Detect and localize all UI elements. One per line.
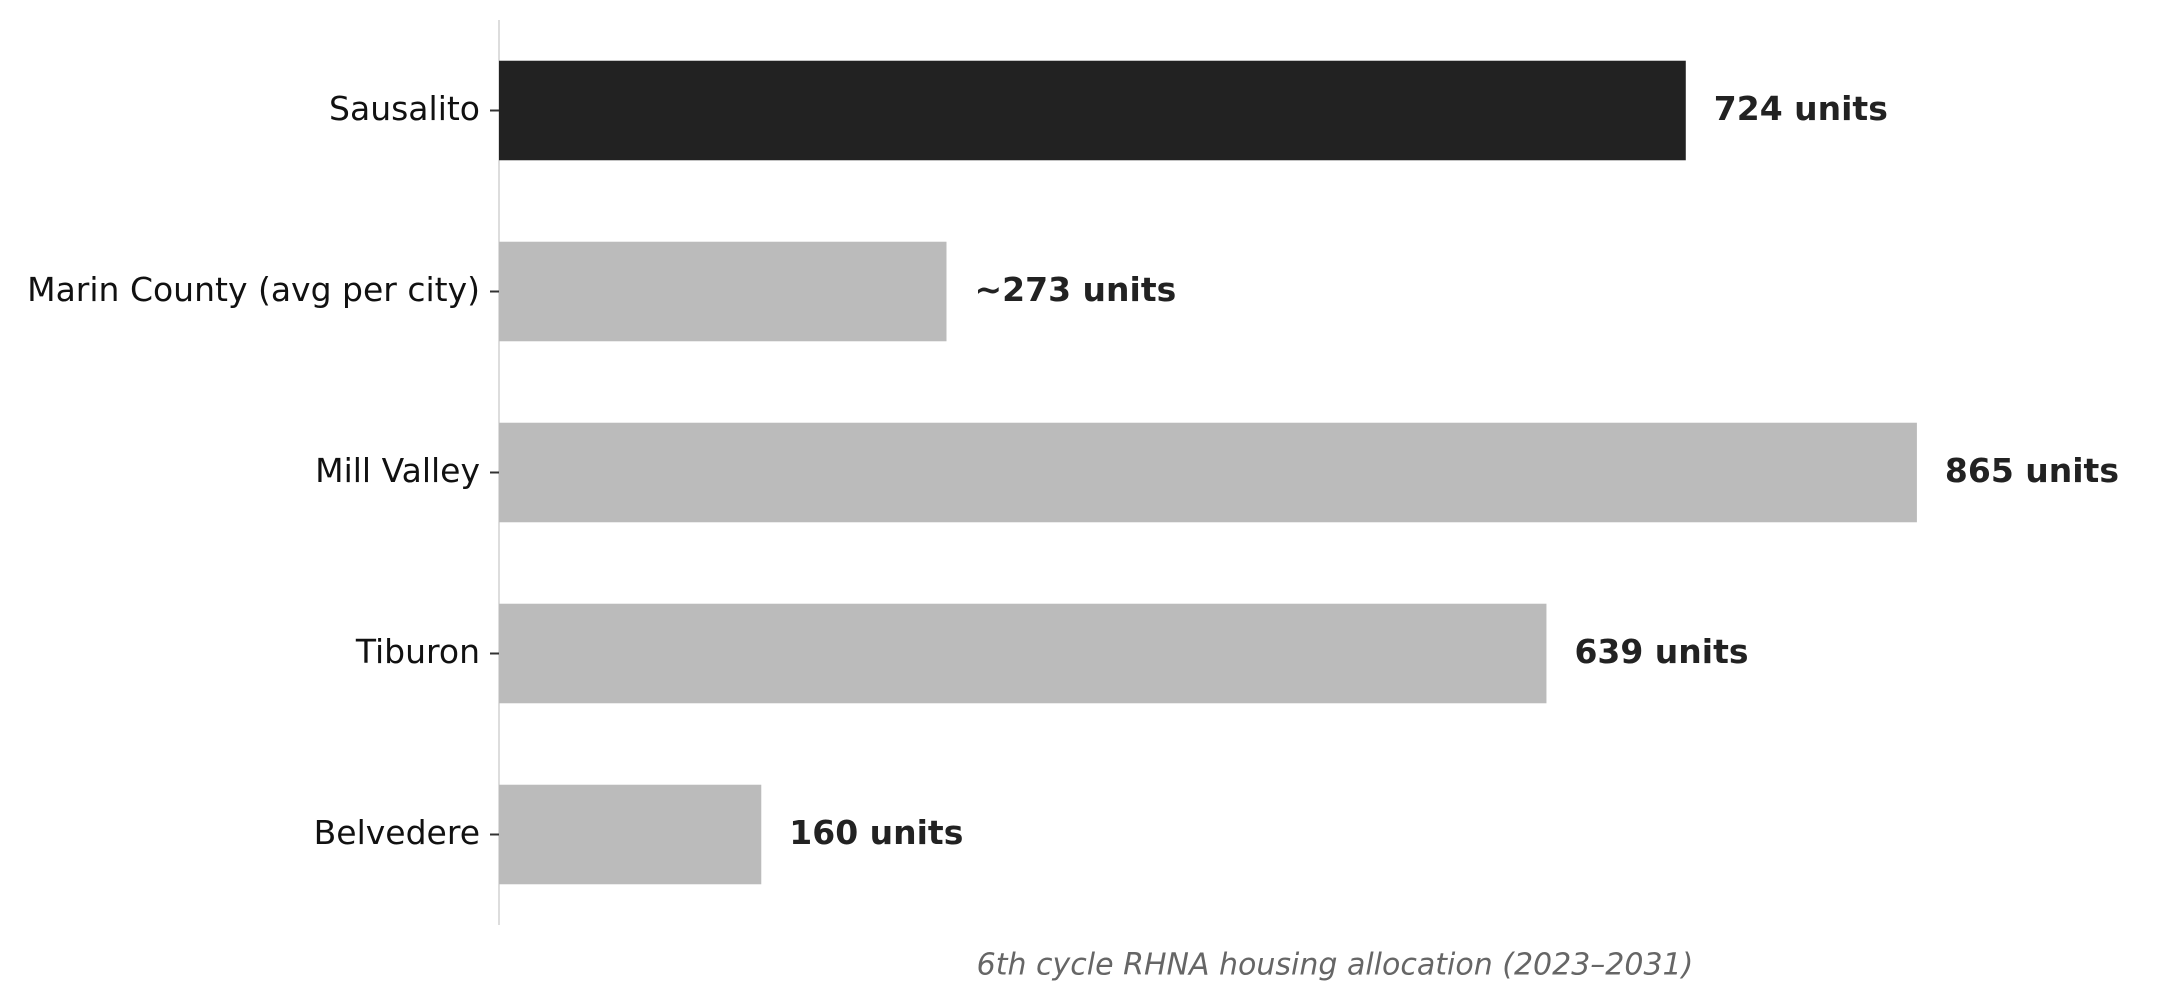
value-label: 724 units	[1714, 89, 1888, 128]
y-tick-label: Sausalito	[329, 89, 480, 128]
y-tick-label: Marin County (avg per city)	[27, 270, 480, 309]
bar	[499, 603, 1547, 704]
value-label: 160 units	[789, 813, 963, 852]
bar	[499, 241, 947, 342]
y-tick-label: Mill Valley	[315, 451, 480, 490]
y-tick-label: Belvedere	[314, 813, 480, 852]
bar	[499, 422, 1917, 523]
x-axis-label: 6th cycle RHNA housing allocation (2023–…	[977, 948, 1694, 983]
value-label: 639 units	[1574, 632, 1748, 671]
value-label: ~273 units	[975, 270, 1177, 309]
bar	[499, 784, 762, 885]
value-label: 865 units	[1945, 451, 2119, 490]
bar	[499, 60, 1686, 161]
y-tick-label: Tiburon	[355, 632, 480, 671]
